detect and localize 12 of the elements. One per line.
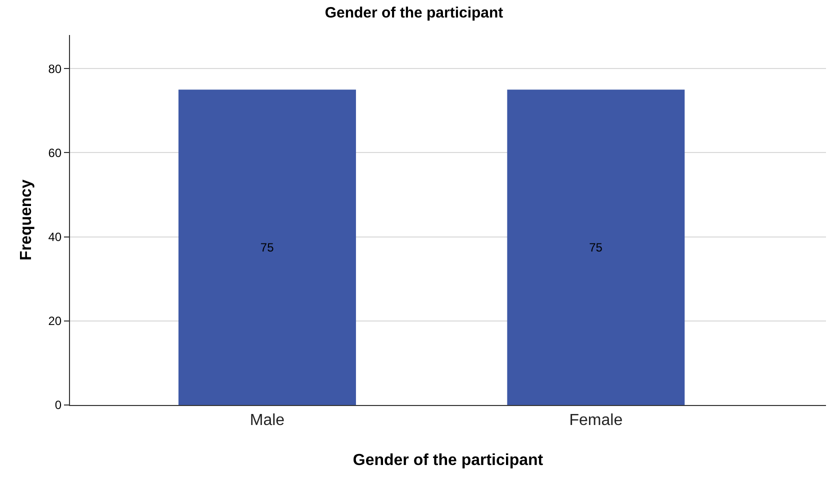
y-tick-label: 80 — [48, 62, 62, 76]
y-tick-label: 60 — [48, 146, 62, 160]
x-axis-title: Gender of the participant — [352, 452, 544, 469]
y-tick-label: 0 — [54, 398, 62, 412]
x-tick-label: Male — [250, 412, 285, 430]
y-tick-label: 40 — [48, 230, 62, 244]
y-axis-title: Frequency — [18, 179, 36, 260]
data-label: 75 — [589, 240, 603, 254]
chart-title: Gender of the participant — [324, 4, 504, 22]
data-label: 75 — [260, 240, 274, 254]
y-tick-label: 20 — [48, 314, 62, 328]
x-tick-label: Female — [569, 412, 623, 430]
